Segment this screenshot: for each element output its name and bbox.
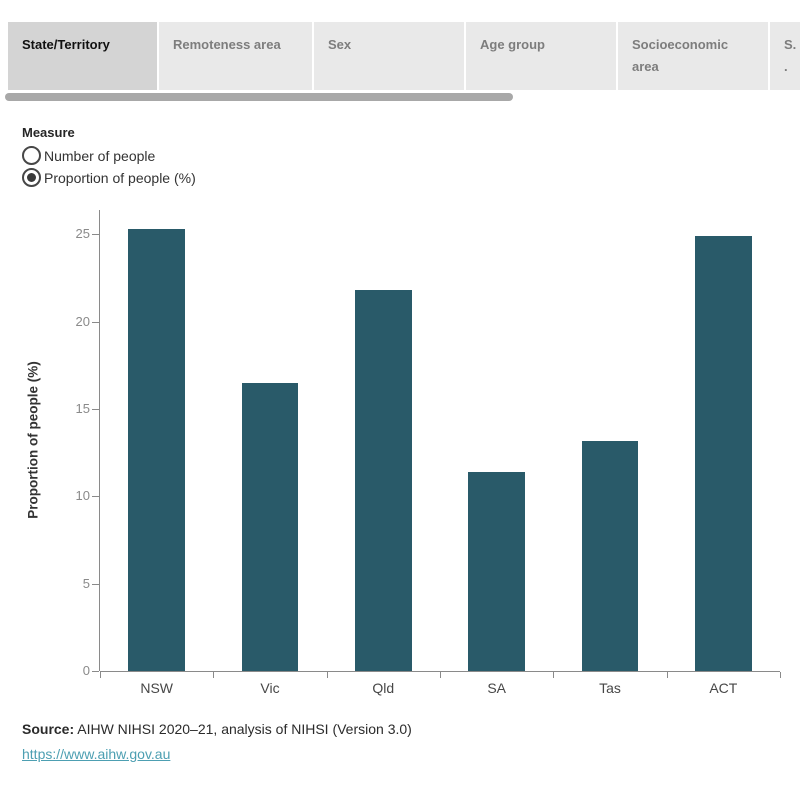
tab-label: Sex bbox=[328, 37, 352, 52]
y-axis-tick-label: 5 bbox=[82, 575, 90, 591]
x-axis-tick bbox=[666, 672, 668, 678]
y-axis-tick-label: 25 bbox=[75, 226, 90, 242]
y-axis-tick-label: 10 bbox=[75, 488, 90, 504]
tab-age-group[interactable]: Age group bbox=[466, 22, 616, 90]
source-link[interactable]: https://www.aihw.gov.au bbox=[22, 746, 171, 762]
x-category-label: SA bbox=[487, 680, 506, 696]
y-axis-tick-label: 20 bbox=[75, 313, 90, 329]
tab-label: Remoteness area bbox=[173, 37, 281, 52]
x-axis-line bbox=[100, 671, 780, 672]
y-axis-line bbox=[99, 210, 100, 671]
x-category-label: ACT bbox=[709, 680, 738, 696]
y-axis-tick bbox=[92, 671, 99, 672]
radio-option-number-of-people[interactable]: Number of people bbox=[22, 146, 155, 165]
source-text: AIHW NIHSI 2020–21, analysis of NIHSI (V… bbox=[74, 721, 412, 737]
y-axis-tick-label: 0 bbox=[82, 663, 90, 678]
radio-icon[interactable] bbox=[22, 146, 41, 165]
bar-qld[interactable] bbox=[355, 290, 412, 671]
x-category-label: Qld bbox=[372, 680, 395, 696]
radio-option-proportion-of-people[interactable]: Proportion of people (%) bbox=[22, 168, 196, 187]
tab-socioeconomic-area[interactable]: Socioeconomic area bbox=[618, 22, 768, 90]
tab-state-territory[interactable]: State/Territory bbox=[8, 22, 157, 90]
tab-bar: State/Territory Remoteness area Sex Age … bbox=[8, 22, 800, 90]
x-axis-tick bbox=[326, 672, 328, 678]
radio-icon[interactable] bbox=[22, 168, 41, 187]
radio-option-label: Number of people bbox=[44, 147, 156, 164]
x-axis-tick bbox=[553, 672, 555, 678]
tab-label: S. . bbox=[784, 37, 797, 74]
tab-remoteness-area[interactable]: Remoteness area bbox=[159, 22, 312, 90]
x-category-label: Vic bbox=[260, 680, 280, 696]
horizontal-scrollbar-thumb[interactable] bbox=[5, 93, 513, 101]
tab-sex[interactable]: Sex bbox=[314, 22, 464, 90]
radio-option-label: Proportion of people (%) bbox=[44, 169, 196, 186]
tab-label: State/Territory bbox=[22, 37, 110, 52]
y-axis-tick bbox=[92, 409, 99, 411]
source-label: Source: bbox=[22, 721, 75, 737]
tab-truncated[interactable]: S. . bbox=[770, 22, 800, 90]
y-axis-tick bbox=[92, 496, 99, 498]
source-note: Source: AIHW NIHSI 2020–21, analysis of … bbox=[22, 721, 412, 737]
y-axis-title: Proportion of people (%) bbox=[25, 361, 41, 519]
bar-tas[interactable] bbox=[581, 440, 639, 671]
y-axis-tick-label: 15 bbox=[75, 401, 90, 417]
x-axis-tick bbox=[440, 672, 441, 678]
y-axis-tick bbox=[92, 321, 99, 323]
y-axis-tick bbox=[92, 583, 99, 585]
measure-group-title: Measure bbox=[22, 125, 75, 140]
x-axis-tick bbox=[213, 672, 215, 678]
x-category-label: NSW bbox=[140, 680, 173, 696]
bar-sa[interactable] bbox=[468, 471, 525, 671]
x-category-label: Tas bbox=[599, 680, 621, 696]
tab-label: Socioeconomic area bbox=[632, 37, 729, 74]
x-axis-tick bbox=[100, 672, 101, 678]
bar-vic[interactable] bbox=[241, 382, 299, 671]
bar-nsw[interactable] bbox=[128, 229, 185, 671]
tab-label: Age group bbox=[480, 37, 545, 52]
x-axis-tick bbox=[780, 672, 781, 678]
bar-act[interactable] bbox=[695, 236, 752, 671]
y-axis-tick bbox=[92, 234, 99, 236]
